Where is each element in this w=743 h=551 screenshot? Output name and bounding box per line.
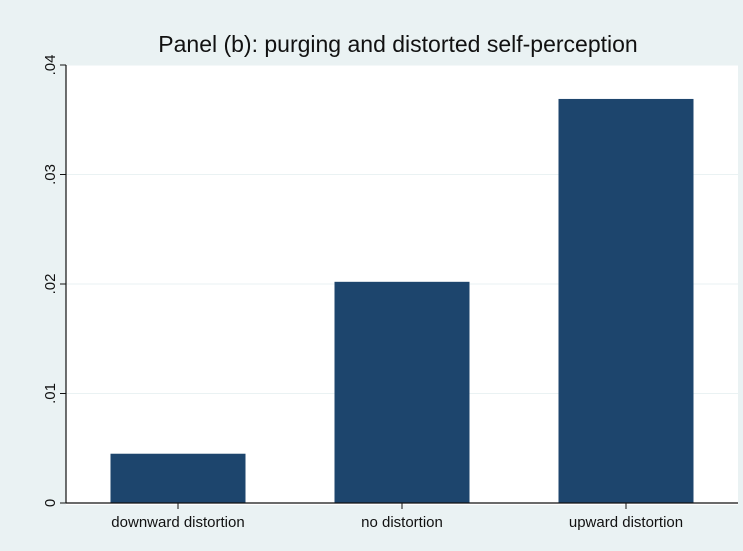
y-tick-label-0: 0 [42,499,59,507]
y-tick-label-3: .03 [42,164,59,185]
y-tick-label-4: .04 [42,55,59,76]
x-tick-label-1: no distortion [361,514,443,531]
bar-2 [558,98,694,503]
bar-1 [334,281,470,503]
x-tick-label-2: upward distortion [569,514,683,531]
axes: 0 .01 .02 .03 .04 downward distortion no disto… [42,55,738,531]
bars [110,98,694,503]
chart-title: Panel (b): purging and distorted self-pe… [158,31,637,57]
x-tick-label-0: downward distortion [111,514,244,531]
bar-0 [110,453,246,503]
y-tick-label-2: .02 [42,274,59,295]
y-tick-label-1: .01 [42,383,59,404]
